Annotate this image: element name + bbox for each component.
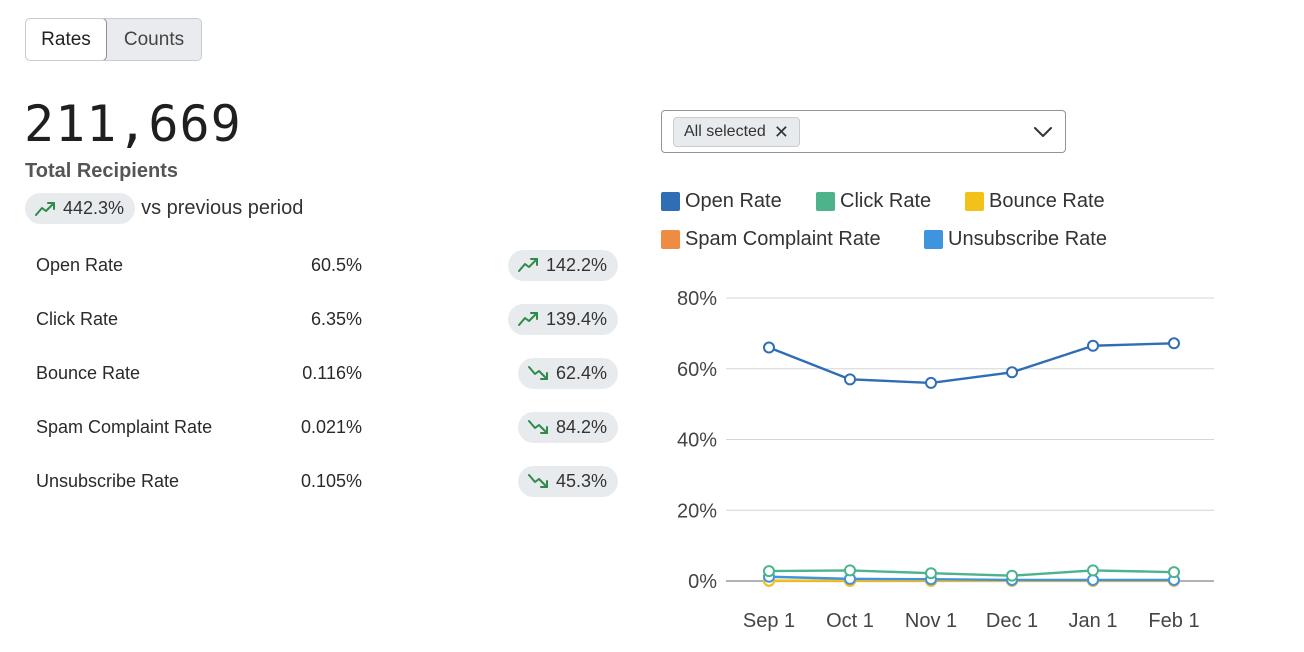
rates-line-chart: 0% 20% 40% 60% 80% Sep 1 Oct 1 Nov 1 Dec 1 Jan 1 F… [677,288,1214,632]
metric-row-spam-complaint-rate: Spam Complaint Rate 0.021% 84.2% [36,411,618,443]
series-line-open-rate [768,342,1175,385]
x-tick-label: Jan 1 [1069,610,1118,632]
metric-change-value: 62.4% [555,362,607,383]
metric-value: 0.021% [300,416,362,437]
data-point-click-rate [1006,569,1018,582]
legend-swatch [965,192,984,211]
trend-down-icon [527,474,548,488]
series-line-unsubscribe-rate [768,575,1174,582]
metric-name: Open Rate [36,254,124,275]
legend-item-open-rate[interactable]: Open Rate [661,190,782,213]
metric-name: Bounce Rate [36,362,141,383]
rates-tab[interactable]: Rates [26,19,107,60]
data-point-open-rate [925,376,937,389]
legend-label: Spam Complaint Rate [685,228,881,250]
metric-change-badge: 84.2% [517,411,618,443]
data-point-open-rate [844,373,856,386]
metric-row-unsubscribe-rate: Unsubscribe Rate 0.105% 45.3% [36,465,618,497]
all-selected-chip: All selected ✕ [673,117,800,147]
data-point-open-rate [1087,339,1099,352]
data-point-click-rate [1168,566,1180,579]
metric-row-bounce-rate: Bounce Rate 0.116% 62.4% [36,357,618,389]
data-point-click-rate [1087,564,1099,577]
legend-label: Click Rate [840,190,932,212]
legend-swatch [816,192,835,211]
trend-up-icon [517,258,538,272]
metric-row-open-rate: Open Rate 60.5% 142.2% [36,249,618,281]
x-tick-label: Dec 1 [986,610,1038,632]
metric-change-badge: 139.4% [507,303,618,335]
data-point-open-rate [1168,337,1180,350]
series-select[interactable]: All selected ✕ [661,110,1066,153]
chip-label: All selected [684,123,766,140]
total-change-value: 442.3% [63,198,125,218]
metric-change-value: 139.4% [545,308,607,329]
metric-name: Unsubscribe Rate [36,470,180,491]
legend-swatch [924,230,943,249]
y-tick-label: 60% [677,359,717,381]
legend-item-bounce-rate[interactable]: Bounce Rate [965,190,1105,213]
metric-value: 60.5% [310,254,362,275]
y-tick-label: 20% [677,500,717,522]
vs-previous-label: vs previous period [141,197,304,219]
total-change-badge: 442.3% [25,193,136,224]
metric-change-value: 45.3% [555,470,607,491]
total-change-row: 442.3% vs previous period [25,193,303,224]
data-point-open-rate [763,341,775,354]
rates-counts-toggle: Rates Counts [25,18,202,61]
series-line-click-rate [768,569,1175,577]
legend-label: Unsubscribe Rate [948,228,1107,250]
metric-value: 0.116% [302,362,362,383]
metric-value: 0.105% [300,470,362,491]
counts-tab[interactable]: Counts [123,28,185,50]
metric-value: 6.35% [310,308,362,329]
legend-item-spam-complaint-rate[interactable]: Spam Complaint Rate [661,228,881,251]
trend-up-icon [35,201,55,216]
legend-label: Bounce Rate [989,190,1105,212]
metric-change-value: 142.2% [545,254,607,275]
metric-name: Spam Complaint Rate [36,416,213,437]
y-tick-label: 0% [688,571,717,593]
y-tick-label: 80% [677,288,717,310]
metric-name: Click Rate [36,308,119,329]
x-tick-label: Oct 1 [826,610,874,632]
x-tick-label: Sep 1 [743,610,795,632]
legend-label: Open Rate [685,190,782,212]
data-point-click-rate [763,565,775,578]
x-tick-label: Feb 1 [1148,610,1199,632]
trend-down-icon [527,420,548,434]
x-tick-label: Nov 1 [905,610,957,632]
metric-change-badge: 62.4% [517,357,618,389]
metric-change-value: 84.2% [555,416,607,437]
legend-item-unsubscribe-rate[interactable]: Unsubscribe Rate [924,228,1107,251]
total-recipients-value: 211,669 [24,95,242,153]
data-point-unsubscribe-rate [1087,573,1099,586]
legend-swatch [661,192,680,211]
data-point-open-rate [1006,366,1018,379]
total-recipients-label: Total Recipients [25,160,178,182]
data-point-click-rate [844,564,856,577]
trend-down-icon [527,366,548,380]
y-tick-label: 40% [677,430,717,452]
data-point-click-rate [925,567,937,580]
chevron-down-icon[interactable] [1033,123,1053,141]
remove-chip-icon[interactable]: ✕ [773,121,789,142]
metric-change-badge: 142.2% [507,249,618,281]
legend-swatch [661,230,680,249]
trend-up-icon [517,312,538,326]
metric-change-badge: 45.3% [517,465,618,497]
metric-row-click-rate: Click Rate 6.35% 139.4% [36,303,618,335]
legend-item-click-rate[interactable]: Click Rate [816,190,931,213]
